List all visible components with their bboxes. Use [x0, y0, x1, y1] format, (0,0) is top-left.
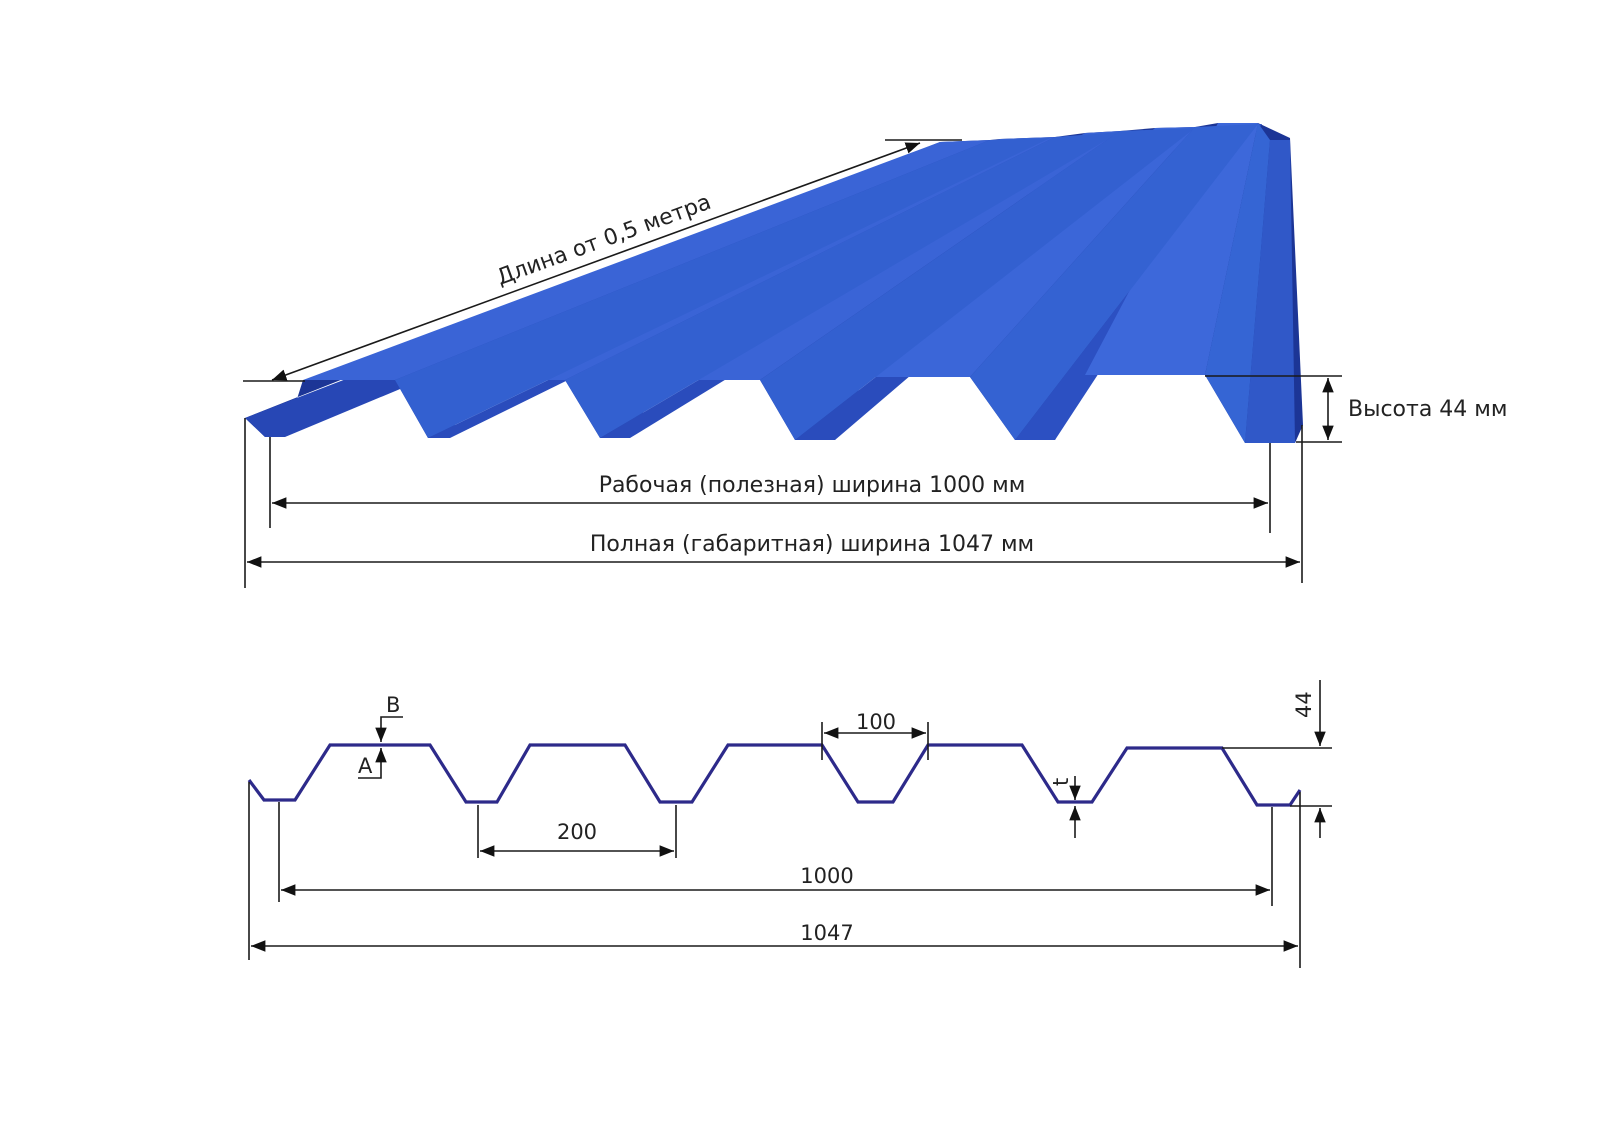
valley-floor [1245, 140, 1295, 443]
dim-working-label: 1000 [800, 864, 853, 888]
working-width-profile-dimension: 1000 [278, 802, 1273, 906]
dim-pitch-label: 200 [557, 820, 597, 844]
profile-cross-section [247, 743, 1302, 807]
ab-marker: B A [358, 693, 403, 779]
full-width-label: Полная (габаритная) ширина 1047 мм [590, 532, 1034, 557]
pitch-dimension: 200 [477, 805, 677, 858]
height-profile-dimension: 44 [1222, 680, 1332, 838]
full-width-dimension: Полная (габаритная) ширина 1047 мм [244, 418, 1303, 588]
dim-height-label: 44 [1292, 691, 1316, 718]
label-a: A [358, 754, 373, 778]
web [970, 124, 1258, 440]
height-label: Высота 44 мм [1348, 397, 1508, 422]
label-t: t [1049, 778, 1073, 786]
crest [1085, 123, 1258, 375]
height-dimension: Высота 44 мм [1205, 375, 1508, 443]
thickness-marker: t [1049, 776, 1081, 838]
corrugated-sheet-3d [245, 123, 1303, 443]
web [1205, 123, 1270, 443]
dim-top-label: 100 [856, 710, 896, 734]
working-width-dimension: Рабочая (полезная) ширина 1000 мм [269, 437, 1271, 533]
top-width-dimension: 100 [821, 710, 929, 760]
label-b: B [386, 693, 400, 717]
working-width-label: Рабочая (полезная) ширина 1000 мм [599, 473, 1026, 498]
full-width-profile-dimension: 1047 [248, 782, 1301, 968]
dim-full-label: 1047 [800, 921, 853, 945]
